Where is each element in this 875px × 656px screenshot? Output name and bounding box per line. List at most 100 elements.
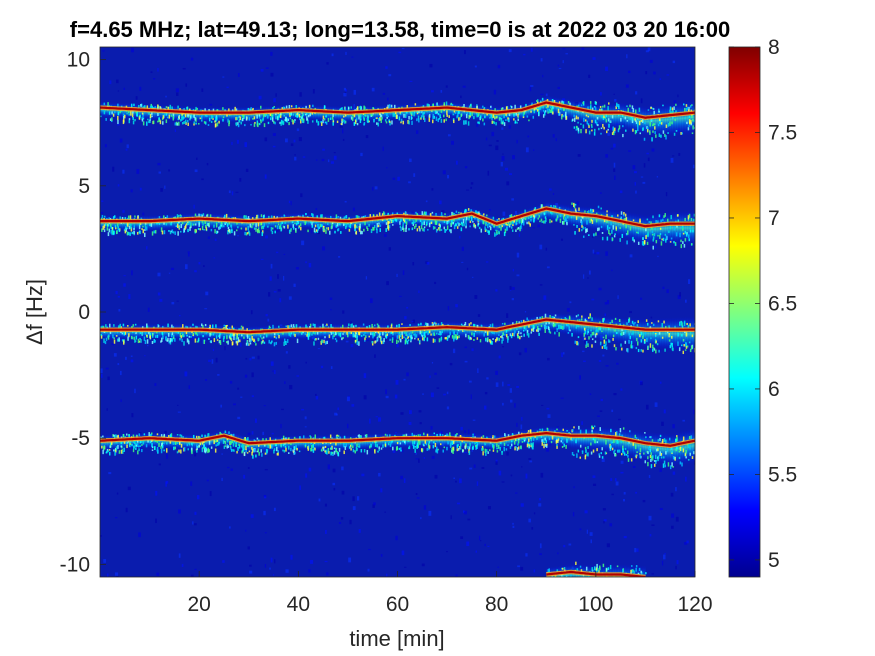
ridge-speckle	[149, 113, 152, 119]
ridge-speckle	[680, 132, 682, 135]
ridge-speckle	[692, 125, 694, 130]
ridge-speckle	[611, 115, 614, 119]
heatmap-cell	[463, 430, 467, 433]
heatmap-cell	[348, 557, 352, 563]
ridge-speckle	[590, 123, 593, 127]
ridge-speckle	[576, 225, 578, 228]
ridge-speckle	[494, 338, 497, 343]
ridge-speckle	[103, 110, 106, 115]
ridge-speckle	[587, 123, 590, 126]
ridge-speckle	[134, 340, 137, 342]
ridge-speckle	[618, 106, 620, 109]
ridge-speckle	[495, 229, 497, 232]
ridge-glow-segment	[660, 104, 664, 136]
ridge-speckle	[171, 229, 174, 234]
ridge-speckle	[184, 113, 187, 118]
heatmap-cell	[293, 283, 296, 287]
ridge-speckle	[192, 333, 194, 336]
ridge-speckle	[684, 217, 686, 222]
heatmap-cell	[251, 395, 254, 398]
ridge-speckle	[422, 228, 424, 232]
heatmap-cell	[190, 574, 194, 577]
ridge-speckle	[617, 129, 620, 133]
heatmap-cell	[244, 374, 248, 378]
ridge-speckle	[544, 326, 547, 330]
ridge-speckle	[290, 324, 293, 328]
ridge-speckle	[319, 224, 321, 228]
ridge-speckle	[567, 331, 570, 334]
ridge-speckle	[600, 225, 603, 229]
ridge-speckle	[501, 322, 504, 325]
ridge-speckle	[505, 119, 507, 121]
ridge-speckle	[498, 225, 501, 229]
ridge-speckle	[377, 335, 379, 338]
heatmap-cell	[283, 275, 285, 281]
heatmap-cell	[628, 70, 631, 74]
ridge-speckle	[558, 111, 560, 116]
heatmap-cell	[294, 156, 297, 161]
ridge-speckle	[432, 338, 435, 343]
ridge-speckle	[138, 116, 141, 120]
ridge-speckle	[311, 120, 314, 123]
heatmap-cell	[131, 413, 134, 418]
ridge-speckle	[420, 225, 423, 230]
ridge-speckle	[686, 345, 689, 348]
heatmap-cell	[345, 340, 349, 343]
ridge-speckle	[222, 116, 225, 119]
ridge-speckle	[654, 334, 657, 337]
ridge-speckle	[150, 103, 153, 107]
ridge-speckle	[187, 339, 190, 342]
ridge-speckle	[354, 339, 357, 343]
ridge-speckle	[297, 220, 299, 225]
ridge-speckle	[691, 113, 693, 119]
ridge-speckle	[460, 227, 463, 232]
ridge-speckle	[226, 335, 228, 340]
ridge-speckle	[433, 115, 435, 118]
ridge-speckle	[636, 324, 639, 327]
ridge-speckle	[353, 113, 356, 118]
ridge-speckle	[165, 119, 168, 124]
heatmap-cell	[603, 521, 605, 524]
heatmap-cell	[466, 189, 470, 191]
heatmap-cell	[471, 276, 474, 278]
heatmap-cell	[496, 140, 499, 142]
ridge-speckle	[591, 208, 594, 214]
ridge-speckle	[651, 137, 653, 142]
heatmap-cell	[325, 529, 327, 534]
ridge-speckle	[689, 227, 691, 230]
ridge-speckle	[547, 111, 549, 114]
heatmap-cell	[165, 482, 167, 487]
ridge-speckle	[208, 117, 211, 122]
ridge-speckle	[219, 226, 221, 230]
ridge-speckle	[561, 100, 563, 104]
ridge-speckle	[474, 216, 476, 220]
ridge-speckle	[420, 115, 423, 119]
ridge-speckle	[281, 220, 284, 224]
ridge-speckle	[491, 341, 493, 345]
heatmap-cell	[372, 186, 374, 191]
ridge-speckle	[548, 326, 550, 330]
heatmap-cell	[215, 357, 218, 363]
heatmap-cell	[462, 85, 466, 88]
ridge-speckle	[238, 116, 240, 119]
ridge-speckle	[432, 323, 435, 328]
ridge-speckle	[660, 122, 663, 125]
heatmap-cell	[673, 100, 677, 103]
heatmap-cell	[561, 352, 563, 358]
heatmap-cell	[422, 393, 424, 395]
ridge-speckle	[177, 231, 179, 236]
ridge-speckle	[652, 331, 655, 334]
ridge-speckle	[215, 324, 217, 328]
heatmap-cell	[645, 404, 649, 410]
ridge-speckle	[193, 113, 195, 119]
ridge-speckle	[427, 103, 430, 108]
ridge-speckle	[312, 104, 314, 108]
ridge-speckle	[262, 339, 264, 342]
ridge-speckle	[690, 120, 692, 124]
ridge-speckle	[565, 318, 568, 321]
ridge-speckle	[626, 120, 629, 122]
ridge-speckle	[545, 322, 547, 325]
ridge-speckle	[386, 333, 389, 336]
ridge-speckle	[101, 228, 103, 232]
ridge-glow-segment	[652, 318, 656, 349]
